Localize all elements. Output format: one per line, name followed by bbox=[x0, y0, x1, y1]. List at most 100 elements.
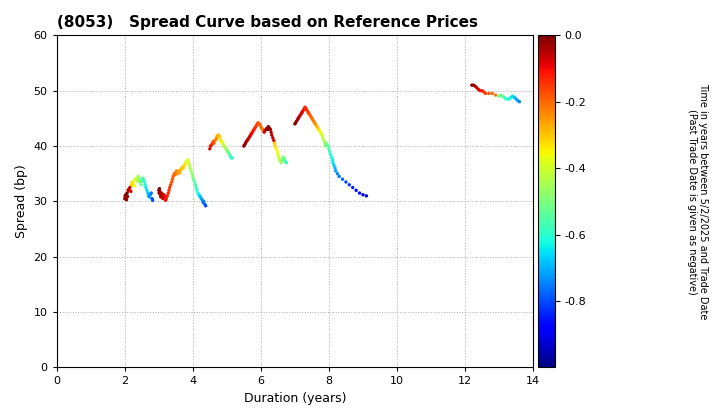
Point bbox=[166, 176, 178, 183]
Point bbox=[312, 125, 324, 132]
Point bbox=[126, 181, 138, 188]
Point bbox=[197, 199, 209, 206]
Point bbox=[289, 121, 301, 127]
Point bbox=[137, 175, 148, 181]
Point bbox=[196, 195, 207, 202]
Point bbox=[307, 116, 318, 123]
Point bbox=[310, 121, 321, 127]
Point bbox=[243, 134, 255, 141]
Point bbox=[176, 165, 188, 171]
Point bbox=[189, 178, 200, 185]
Point bbox=[191, 187, 202, 194]
Point bbox=[319, 140, 330, 147]
Point bbox=[313, 126, 325, 133]
Point bbox=[347, 184, 359, 191]
Point bbox=[327, 159, 338, 166]
Point bbox=[251, 122, 263, 129]
Point bbox=[513, 98, 525, 105]
Point bbox=[225, 152, 236, 159]
Point bbox=[183, 159, 194, 166]
Point bbox=[194, 192, 205, 199]
Point bbox=[124, 184, 135, 191]
Point bbox=[279, 158, 291, 165]
Point bbox=[197, 197, 208, 204]
Point bbox=[143, 192, 154, 199]
Point bbox=[302, 110, 314, 116]
Point bbox=[503, 96, 515, 102]
Point bbox=[296, 110, 307, 116]
Point bbox=[140, 181, 151, 188]
Point bbox=[490, 92, 501, 98]
Point bbox=[153, 185, 165, 192]
Point bbox=[153, 190, 165, 197]
Point bbox=[160, 197, 171, 204]
Point bbox=[179, 160, 191, 167]
Point bbox=[264, 125, 275, 132]
Point bbox=[291, 118, 302, 124]
Point bbox=[301, 107, 312, 113]
Point bbox=[297, 108, 308, 115]
Point bbox=[172, 171, 184, 177]
Point bbox=[244, 133, 256, 139]
Point bbox=[157, 195, 168, 202]
Point bbox=[187, 173, 199, 180]
Point bbox=[147, 197, 158, 204]
Point bbox=[357, 192, 369, 198]
Point bbox=[216, 138, 228, 145]
Point bbox=[317, 134, 328, 141]
Point bbox=[220, 144, 231, 150]
Point bbox=[240, 138, 252, 145]
Point bbox=[166, 178, 177, 185]
Point bbox=[161, 195, 172, 202]
Point bbox=[315, 131, 327, 137]
Point bbox=[141, 187, 153, 194]
Point bbox=[222, 148, 233, 155]
Point bbox=[245, 131, 256, 138]
Point bbox=[279, 157, 290, 163]
Point bbox=[351, 187, 362, 194]
Point bbox=[295, 110, 307, 117]
Point bbox=[260, 126, 271, 133]
Point bbox=[269, 140, 280, 147]
Point bbox=[308, 118, 320, 124]
Point bbox=[274, 157, 285, 163]
Point bbox=[310, 122, 322, 129]
Point bbox=[259, 127, 271, 134]
Point bbox=[474, 87, 486, 94]
Point bbox=[138, 176, 149, 183]
Point bbox=[273, 154, 284, 160]
Point bbox=[169, 171, 181, 178]
Point bbox=[207, 138, 219, 145]
Point bbox=[323, 145, 335, 152]
Point bbox=[139, 178, 150, 185]
Point bbox=[165, 181, 176, 188]
Point bbox=[294, 112, 306, 119]
Point bbox=[262, 126, 274, 133]
Point bbox=[500, 96, 512, 102]
Point bbox=[155, 192, 166, 198]
Point bbox=[261, 125, 273, 132]
Point bbox=[325, 151, 336, 158]
Point bbox=[177, 164, 189, 171]
Point bbox=[302, 108, 314, 115]
Point bbox=[215, 137, 227, 144]
Point bbox=[214, 133, 225, 139]
Point bbox=[168, 171, 180, 177]
Point bbox=[315, 129, 326, 136]
Point bbox=[324, 148, 336, 155]
Point bbox=[212, 131, 224, 138]
Point bbox=[276, 157, 288, 163]
Point bbox=[297, 107, 309, 113]
Point bbox=[179, 162, 190, 169]
Point bbox=[129, 183, 140, 189]
Point bbox=[170, 169, 181, 176]
Point bbox=[156, 192, 168, 199]
Point bbox=[154, 188, 166, 195]
Point bbox=[163, 187, 175, 194]
Point bbox=[180, 159, 192, 166]
Point bbox=[476, 87, 487, 94]
Point bbox=[132, 173, 144, 180]
Point bbox=[267, 134, 279, 141]
Point bbox=[225, 154, 237, 160]
Point bbox=[167, 173, 179, 180]
